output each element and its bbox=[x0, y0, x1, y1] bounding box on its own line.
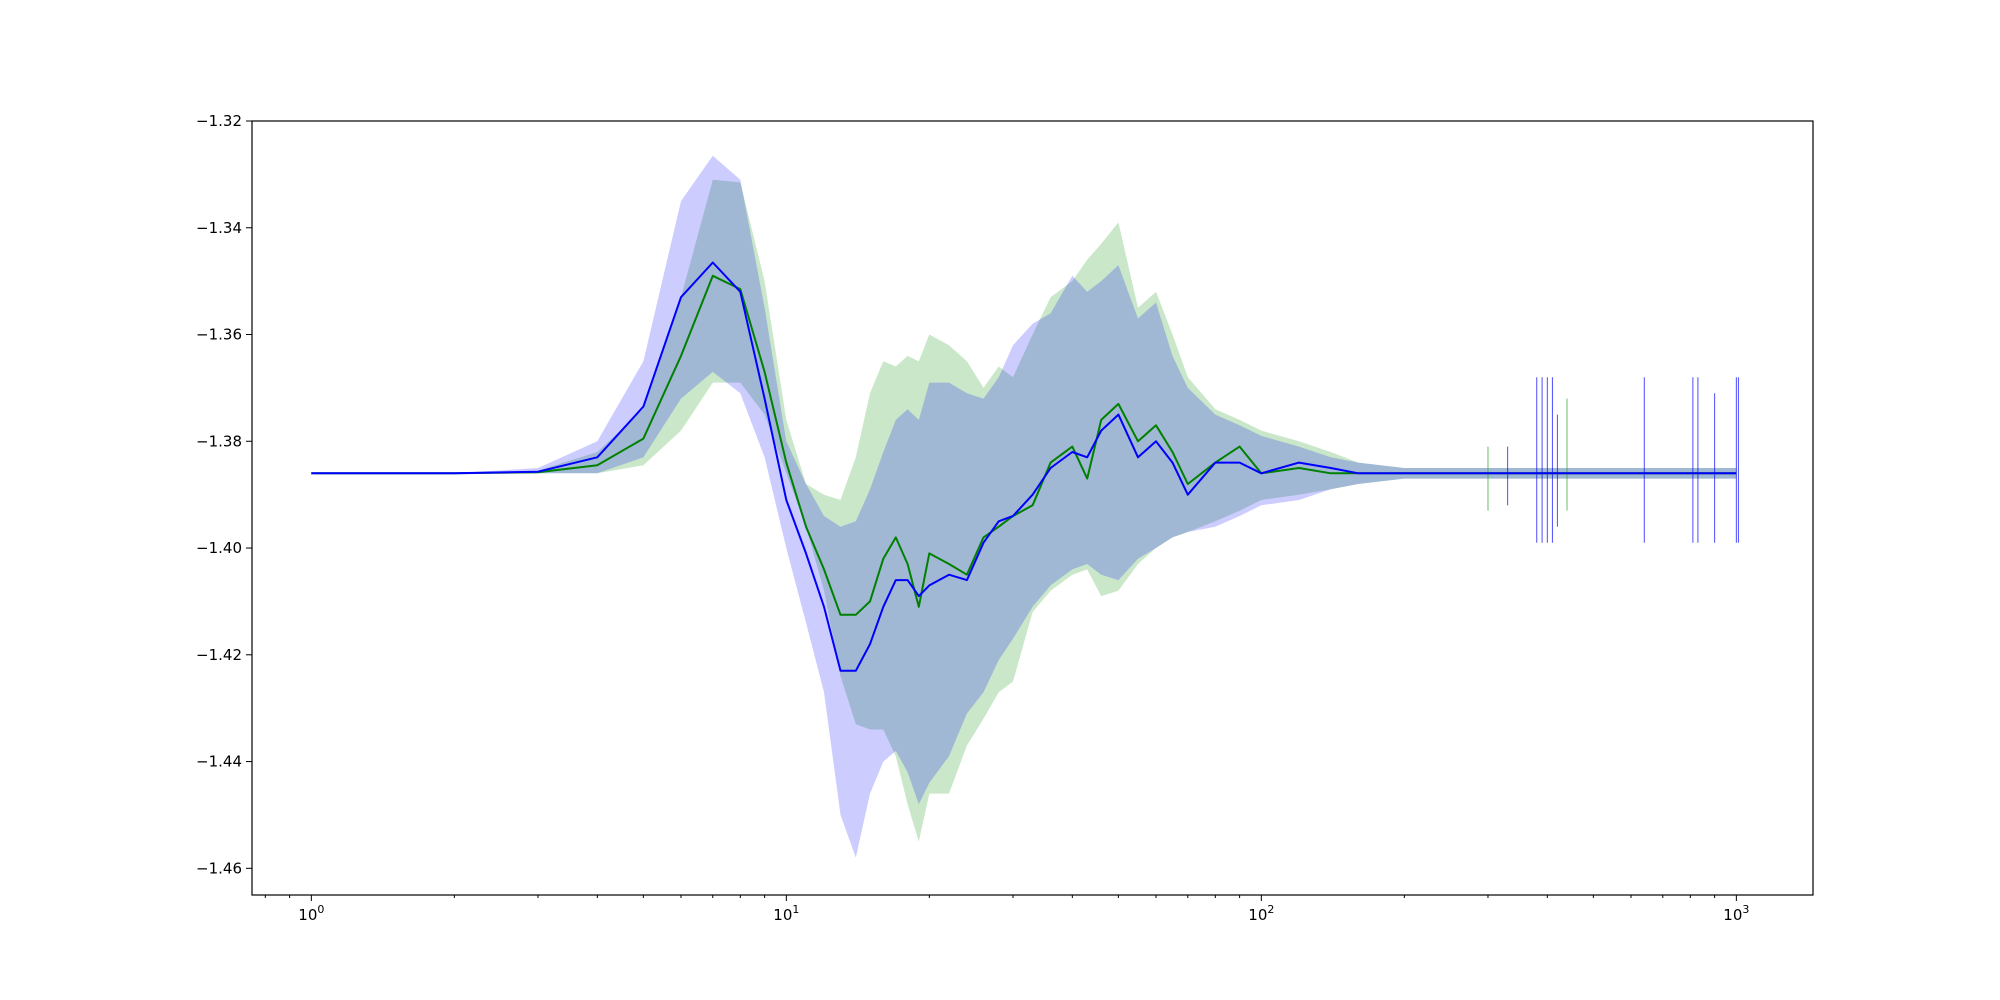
y-tick-label: −1.34 bbox=[196, 219, 242, 237]
spike-lines bbox=[1487, 377, 1739, 543]
y-tick-label: −1.44 bbox=[196, 753, 242, 771]
y-tick-label: −1.38 bbox=[196, 432, 242, 450]
x-tick-label: 101 bbox=[773, 903, 799, 924]
x-axis: 100 101 102 103 bbox=[264, 895, 1749, 924]
x-tick-label: 100 bbox=[298, 903, 324, 924]
axes-frame bbox=[251, 120, 1814, 896]
y-tick-label: −1.40 bbox=[196, 539, 242, 557]
y-tick-label: −1.36 bbox=[196, 326, 242, 344]
y-axis: −1.32 −1.34 −1.36 −1.38 −1.40 −1.42 −1.44 −1.46 bbox=[196, 112, 252, 877]
series-lines bbox=[311, 261, 1737, 672]
plot-area bbox=[251, 120, 1814, 896]
y-tick-label: −1.46 bbox=[196, 859, 242, 877]
y-tick-label: −1.42 bbox=[196, 646, 242, 664]
x-tick-label: 102 bbox=[1248, 903, 1274, 924]
x-tick-label: 103 bbox=[1723, 903, 1749, 924]
y-tick-label: −1.32 bbox=[196, 112, 242, 130]
series-2-line bbox=[311, 261, 1737, 672]
series-2-band bbox=[311, 155, 1737, 858]
